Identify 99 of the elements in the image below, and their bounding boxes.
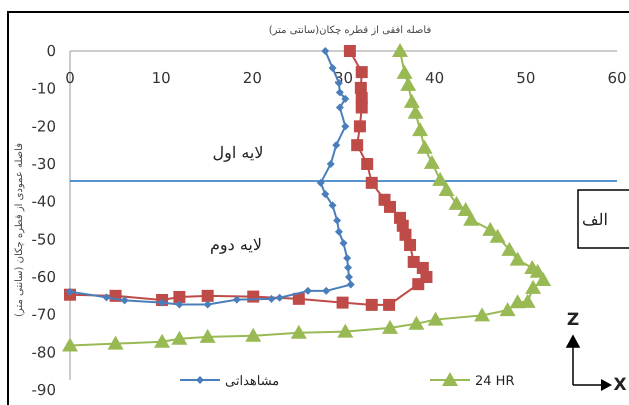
point xyxy=(458,202,474,216)
point xyxy=(404,94,420,108)
point xyxy=(276,294,284,302)
point xyxy=(510,294,526,308)
point xyxy=(343,254,352,262)
point xyxy=(102,293,110,302)
point xyxy=(304,286,312,295)
point xyxy=(204,300,212,308)
point xyxy=(366,176,378,189)
y-tick-label: -60 xyxy=(32,268,56,286)
point xyxy=(175,300,184,308)
point xyxy=(336,296,349,309)
annotation: X xyxy=(613,375,627,395)
point xyxy=(501,242,518,256)
point xyxy=(525,280,542,294)
point xyxy=(245,328,262,342)
point xyxy=(412,122,428,136)
point xyxy=(351,139,364,152)
point xyxy=(346,280,355,289)
point xyxy=(500,302,516,316)
point xyxy=(341,94,350,103)
point xyxy=(438,182,455,196)
point xyxy=(321,47,330,55)
y-tick-label: -10 xyxy=(32,80,56,98)
point xyxy=(384,200,396,213)
point xyxy=(337,324,354,338)
point xyxy=(322,286,330,295)
point xyxy=(416,140,433,154)
point xyxy=(344,264,352,272)
point xyxy=(340,239,348,248)
legend-label: مشاهداتی xyxy=(225,374,280,389)
x-tick-label: 60 xyxy=(607,69,627,87)
point xyxy=(392,43,408,57)
point xyxy=(400,76,416,91)
annotation: Z xyxy=(566,310,580,330)
annotation: لایه دوم xyxy=(210,235,262,254)
point xyxy=(62,338,78,352)
x-tick-label: 40 xyxy=(425,69,444,87)
point xyxy=(173,290,186,303)
x-tick-label: 0 xyxy=(65,69,75,87)
y-tick-label: -90 xyxy=(32,381,56,399)
point xyxy=(334,228,343,236)
point xyxy=(328,201,337,210)
point xyxy=(344,45,356,57)
point xyxy=(344,273,353,281)
point xyxy=(292,292,305,305)
point xyxy=(336,104,344,112)
point xyxy=(428,312,444,326)
point xyxy=(535,272,552,286)
point xyxy=(154,334,170,348)
point xyxy=(354,120,366,132)
point xyxy=(120,296,129,304)
point xyxy=(490,228,506,243)
y-axis-title: فاصله عمودی از قطره چکان (سانتی متر) xyxy=(14,142,25,317)
point xyxy=(432,172,448,186)
point xyxy=(321,190,330,198)
x-tick-label: 50 xyxy=(516,69,536,87)
point xyxy=(382,320,398,334)
annotation: لایه اول xyxy=(212,143,264,162)
x-tick-label: 20 xyxy=(242,69,262,87)
point xyxy=(333,216,342,224)
y-tick-label: -20 xyxy=(32,117,56,136)
point xyxy=(463,212,480,226)
y-tick-label: -40 xyxy=(32,192,56,211)
point xyxy=(332,141,340,150)
y-tick-label: -80 xyxy=(32,343,56,362)
point xyxy=(202,290,214,302)
point xyxy=(290,324,307,339)
point xyxy=(328,64,337,72)
point xyxy=(356,66,368,78)
point xyxy=(232,296,241,304)
point xyxy=(510,252,526,266)
point xyxy=(356,102,368,114)
point xyxy=(424,154,440,169)
point xyxy=(366,298,378,311)
point xyxy=(396,64,413,79)
x-axis-title: فاصله افقی از قطره چکان(سانتی متر) xyxy=(268,25,432,36)
annotation: الف xyxy=(582,210,608,229)
x-tick-label: 10 xyxy=(152,69,171,87)
y-tick-label: 0 xyxy=(46,42,56,60)
point xyxy=(383,298,396,311)
point xyxy=(361,158,374,170)
point xyxy=(326,160,335,168)
y-tick-label: -30 xyxy=(32,155,56,173)
y-tick-label: -70 xyxy=(32,306,56,324)
legend-label: 24 HR xyxy=(475,374,514,389)
point xyxy=(171,330,188,345)
point xyxy=(200,328,216,343)
point xyxy=(448,196,465,210)
point xyxy=(404,238,416,251)
point xyxy=(474,307,490,322)
y-tick-label: -50 xyxy=(32,230,56,248)
point xyxy=(408,316,424,330)
point xyxy=(267,294,276,303)
point xyxy=(108,336,124,350)
point xyxy=(316,178,325,187)
point xyxy=(336,88,344,96)
point xyxy=(341,122,350,130)
point xyxy=(412,278,424,290)
